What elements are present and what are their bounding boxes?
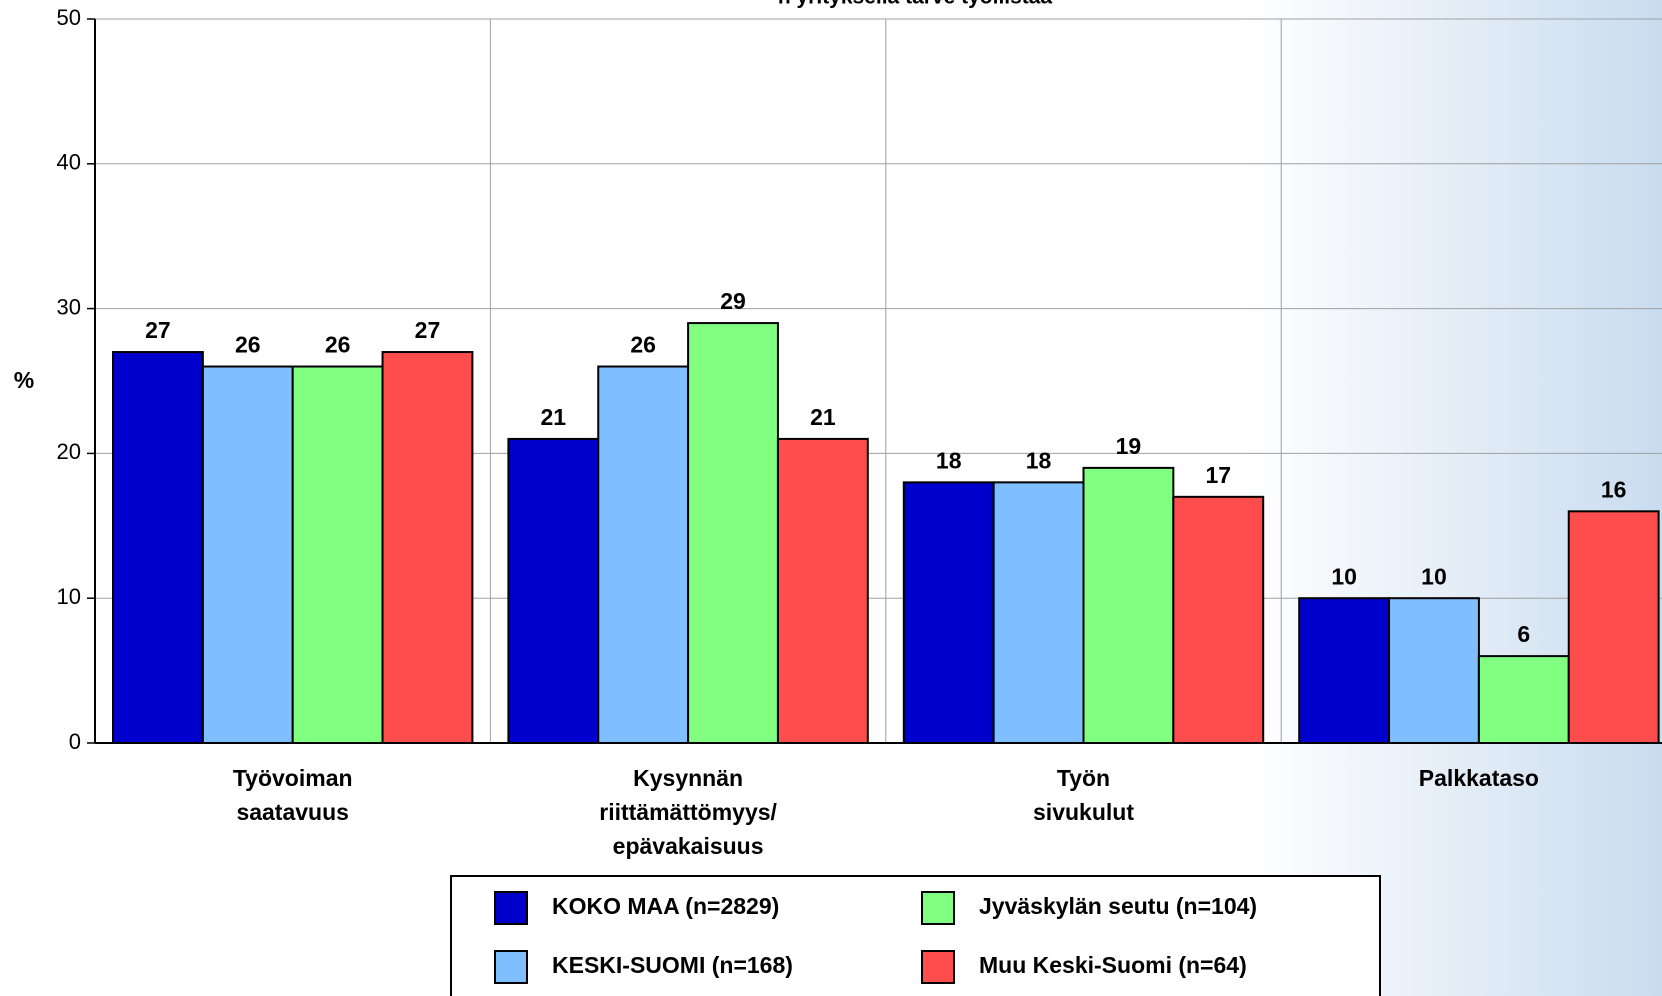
chart-title: n yrityksellä tarve työllistää [778,0,1053,9]
value-label: 19 [1116,433,1142,459]
bar [992,481,1085,744]
bar [381,351,474,744]
legend-label: Muu Keski-Suomi (n=64) [979,952,1247,978]
y-tick-label: 0 [69,729,81,754]
legend-swatch [494,950,528,984]
value-label: 17 [1205,462,1231,488]
y-tick-label: 20 [57,439,81,464]
value-label: 10 [1421,563,1447,589]
legend-swatch [494,891,528,925]
value-label: 10 [1331,563,1357,589]
legend-swatch [921,950,955,984]
bar [597,365,690,744]
bar [902,481,995,744]
value-label: 21 [810,404,836,430]
x-tick-label: Palkkataso [1419,765,1539,791]
x-tick-label: Työvoiman saatavuus [233,765,353,825]
value-label: 26 [235,332,261,358]
value-label: 27 [145,317,171,343]
value-label: 18 [1026,447,1052,473]
value-label: 26 [630,332,656,358]
bar [687,322,779,744]
x-tick-label: Työn sivukulut [1033,765,1134,825]
y-tick-label: 10 [57,584,81,609]
value-label: 18 [936,447,962,473]
x-tick-label: Kysynnän riittämättömyys/epävakaisuus [599,765,777,859]
legend-box [450,875,1381,996]
bar [201,365,294,744]
bar [291,365,384,744]
bar [1172,495,1265,744]
bar [1298,597,1391,745]
bar [1477,655,1570,744]
y-tick-label: 40 [57,150,81,175]
bar [112,351,204,744]
bar [1567,510,1660,744]
bar [507,437,600,744]
legend-swatch [921,891,955,925]
y-axis-label: % [14,367,34,393]
value-label: 21 [541,404,567,430]
legend-label: KESKI-SUOMI (n=168) [552,952,793,978]
value-label: 27 [415,317,441,343]
bar [776,437,869,744]
value-label: 16 [1601,476,1627,502]
y-tick-label: 50 [57,5,81,30]
bar [1388,597,1480,745]
legend-label: Jyväskylän seutu (n=104) [979,893,1257,919]
value-label: 6 [1517,621,1530,647]
value-label: 29 [720,288,746,314]
value-label: 26 [325,332,351,358]
y-tick-label: 30 [57,294,81,319]
legend-label: KOKO MAA (n=2829) [552,893,779,919]
bar [1082,466,1175,744]
